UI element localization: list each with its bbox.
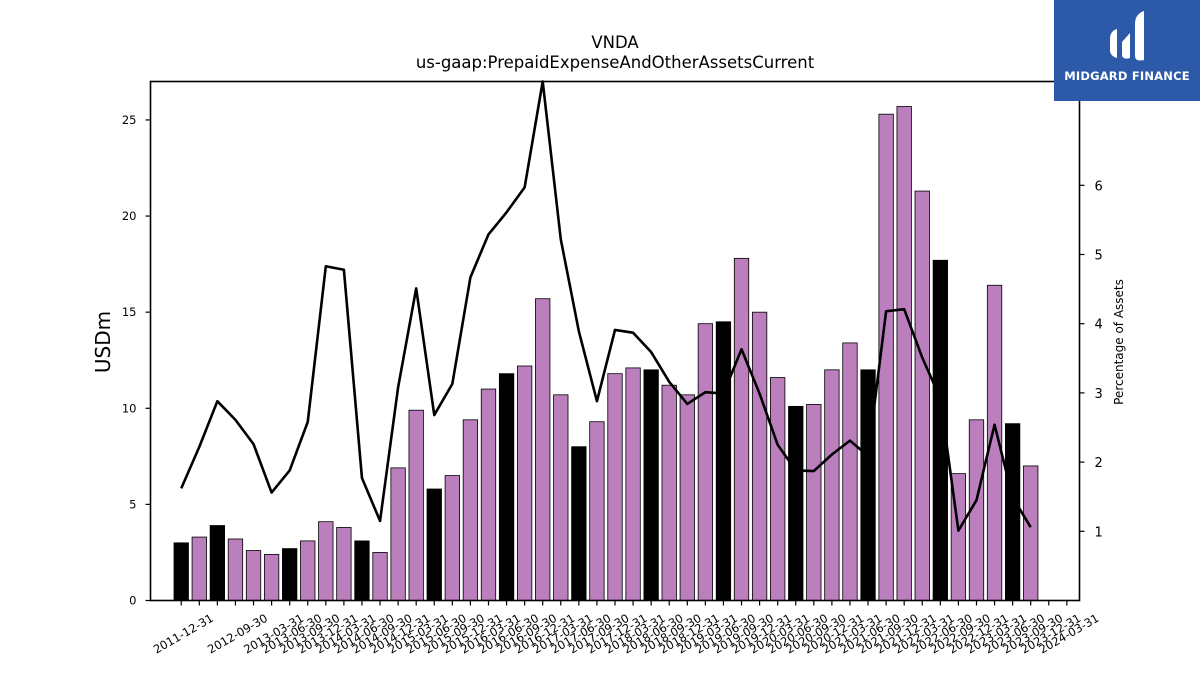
bar (1005, 423, 1021, 601)
bar (824, 369, 840, 601)
bar (300, 540, 316, 601)
bar (245, 550, 262, 601)
bar (318, 521, 334, 601)
bar-series (173, 106, 1039, 601)
y2-tick-label: 2 (1095, 456, 1103, 471)
bar (643, 369, 659, 601)
bar (462, 419, 479, 601)
bar (408, 409, 424, 601)
bar (498, 373, 515, 601)
bar (173, 542, 189, 601)
y2-axis: 1 2 3 4 5 6 (1079, 179, 1103, 540)
x-tick-label: 2011-12-31 (151, 611, 216, 657)
bar (896, 106, 912, 601)
bar (860, 369, 876, 601)
bar (282, 548, 298, 601)
y-tick-label: 15 (122, 305, 137, 319)
bar (535, 298, 551, 601)
bar (770, 377, 786, 601)
bar (788, 405, 804, 601)
bar (571, 446, 587, 601)
chart-title: VNDA (591, 33, 639, 52)
y-axis: 0 5 10 15 20 25 (122, 113, 151, 608)
bar (625, 367, 641, 601)
logo-text: MIDGARD FINANCE (1064, 69, 1190, 83)
bar (209, 525, 225, 601)
logo-mark-icon (1110, 11, 1144, 61)
bar (444, 475, 460, 601)
y2-tick-label: 5 (1095, 249, 1103, 264)
y-axis-label: USDm (91, 311, 115, 373)
bar (553, 394, 569, 601)
bar (1023, 465, 1039, 601)
y2-axis-label: Percentage of Assets (1112, 279, 1126, 405)
percentage-line (180, 80, 1032, 532)
bar (607, 373, 623, 601)
bar (679, 394, 695, 601)
bar (806, 404, 822, 601)
bar (426, 488, 442, 601)
bar (751, 311, 768, 601)
y2-tick-label: 3 (1095, 387, 1103, 402)
bar (480, 388, 497, 601)
bar (227, 538, 244, 601)
y-tick-label: 25 (122, 113, 137, 127)
chart-subtitle: us-gaap:PrepaidExpenseAndOtherAssetsCurr… (416, 53, 815, 72)
y-tick-label: 10 (122, 401, 137, 415)
bar (589, 421, 605, 601)
logo: MIDGARD FINANCE (1054, 0, 1200, 101)
bar (354, 540, 370, 601)
y2-tick-label: 4 (1095, 318, 1103, 333)
bar (372, 552, 388, 601)
y-tick-label: 0 (129, 594, 136, 608)
bar (842, 342, 858, 601)
y2-tick-label: 1 (1095, 525, 1103, 540)
bar (715, 321, 732, 601)
bar (336, 527, 352, 601)
bar (661, 384, 677, 601)
bar (263, 553, 280, 601)
bar (517, 365, 533, 601)
y-tick-label: 5 (129, 497, 136, 511)
bar (191, 536, 207, 601)
y2-tick-label: 6 (1095, 179, 1103, 194)
x-axis: 2011-12-312012-09-302013-03-312013-06-30… (151, 600, 1101, 657)
bar (697, 323, 714, 601)
y-tick-label: 20 (122, 209, 137, 223)
line-series (180, 80, 1032, 532)
bar (390, 467, 406, 601)
bar (914, 190, 930, 601)
bar (733, 257, 750, 601)
